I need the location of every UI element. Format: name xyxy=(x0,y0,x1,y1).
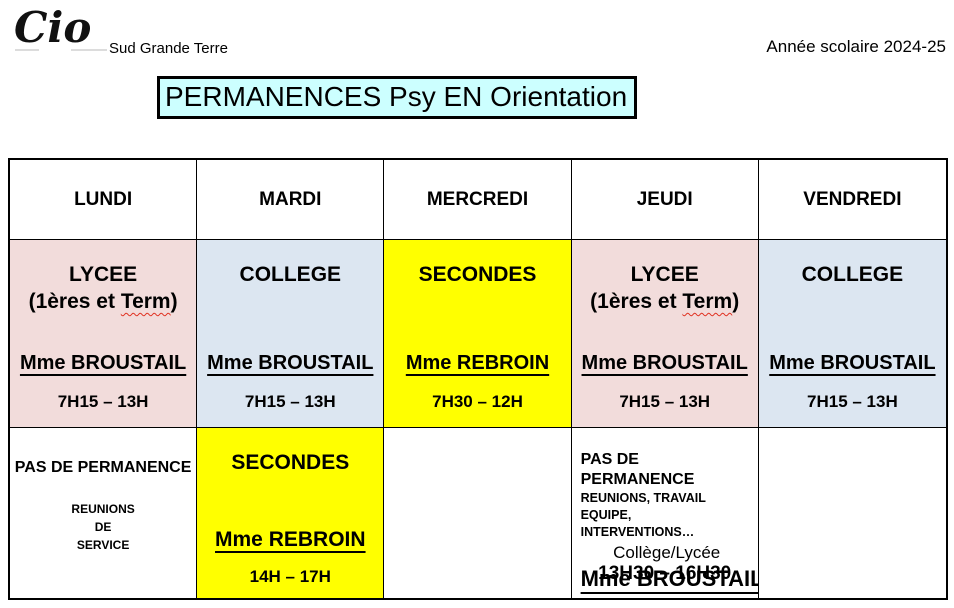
day-header-lundi: LUNDI xyxy=(10,160,198,240)
hours-label: 14H – 17H xyxy=(249,567,331,586)
tuesday-morning-cell: COLLEGE Mme BROUSTAIL 7H15 – 13H xyxy=(197,240,385,428)
audience-detail: (1ères et xyxy=(590,290,683,313)
counselor-name: Mme BROUSTAIL xyxy=(581,352,748,374)
logo-rule-right xyxy=(71,49,107,51)
audience-label: SECONDES xyxy=(231,451,350,474)
day-header-vendredi: VENDREDI xyxy=(758,160,946,240)
counselor-name: Mme REBROIN xyxy=(405,352,550,374)
friday-afternoon-cell xyxy=(759,428,946,598)
closed-reason-line: REUNIONS xyxy=(71,502,135,516)
audience-label: LYCEE (1ères et Term) xyxy=(572,261,758,315)
audience-detail-term: Term xyxy=(120,290,171,313)
day-header-mardi: MARDI xyxy=(197,160,385,240)
closed-reason-line: INTERVENTIONS… xyxy=(580,525,695,539)
monday-morning-cell: LYCEE (1ères et Term) Mme BROUSTAIL 7H15… xyxy=(10,240,198,428)
cio-logo-text: Cio xyxy=(14,3,91,52)
closed-reason: REUNIONS, TRAVAIL EQUIPE, INTERVENTIONS… xyxy=(581,490,753,541)
counselor-name: Mme BROUSTAIL xyxy=(19,352,187,374)
closed-reason-line: REUNIONS, TRAVAIL EQUIPE, xyxy=(580,491,706,522)
closed-reason-line: DE xyxy=(94,520,112,534)
hours-label: 7H30 – 12H xyxy=(432,392,523,411)
closed-reason: REUNIONS DE SERVICE xyxy=(10,500,196,554)
location-label: Collège/Lycée xyxy=(613,543,721,562)
hours-label: 7H15 – 13H xyxy=(57,392,149,411)
wednesday-afternoon-cell xyxy=(384,428,572,598)
thursday-afternoon-cell: PAS DE PERMANENCE REUNIONS, TRAVAIL EQUI… xyxy=(572,428,759,598)
page-title: PERMANENCES Psy EN Orientation xyxy=(157,76,638,119)
counselor-name: Mme BROUSTAIL xyxy=(580,566,759,591)
hours-label: 7H15 – 13H xyxy=(807,392,898,411)
counselor-name: Mme BROUSTAIL xyxy=(207,352,374,374)
audience-detail: (1ères et xyxy=(28,290,121,313)
audience-name: LYCEE xyxy=(69,263,138,286)
audience-detail-close: ) xyxy=(170,290,178,313)
day-header-jeudi: JEUDI xyxy=(571,160,759,240)
audience-label: SECONDES xyxy=(418,263,537,286)
school-year-label: Année scolaire 2024-25 xyxy=(766,37,946,56)
audience-label: COLLEGE xyxy=(239,263,342,286)
hours-label: 7H15 – 13H xyxy=(244,392,336,411)
counselor-name: Mme BROUSTAIL xyxy=(769,352,936,374)
monday-afternoon-cell: PAS DE PERMANENCE REUNIONS DE SERVICE xyxy=(10,428,198,598)
audience-name: LYCEE xyxy=(630,263,699,286)
cio-logo: Cio xyxy=(14,3,91,52)
closed-reason-line: SERVICE xyxy=(76,538,130,552)
audience-detail-close: ) xyxy=(732,290,740,313)
cio-location-label: Sud Grande Terre xyxy=(109,40,228,57)
day-header-mercredi: MERCREDI xyxy=(384,160,572,240)
audience-label: LYCEE (1ères et Term) xyxy=(10,261,196,315)
logo-rule-left xyxy=(15,49,39,51)
counselor-name: Mme REBROIN xyxy=(215,528,366,551)
tuesday-afternoon-cell: SECONDES Mme REBROIN 14H – 17H xyxy=(197,428,385,598)
no-permanence-label: PAS DE PERMANENCE xyxy=(580,451,695,488)
no-permanence-label: PAS DE PERMANENCE xyxy=(14,459,192,476)
thursday-morning-cell: LYCEE (1ères et Term) Mme BROUSTAIL 7H15… xyxy=(571,240,759,428)
hours-label: 13H30 – 16H30 xyxy=(598,563,732,584)
friday-morning-cell: COLLEGE Mme BROUSTAIL 7H15 – 13H xyxy=(758,240,946,428)
wednesday-morning-cell: SECONDES Mme REBROIN 7H30 – 12H xyxy=(384,240,572,428)
hours-label: 7H15 – 13H xyxy=(619,392,711,411)
audience-label: COLLEGE xyxy=(801,263,904,286)
audience-detail-term: Term xyxy=(682,290,733,313)
permanence-table: LUNDI MARDI MERCREDI JEUDI VENDREDI LYCE… xyxy=(8,158,948,600)
